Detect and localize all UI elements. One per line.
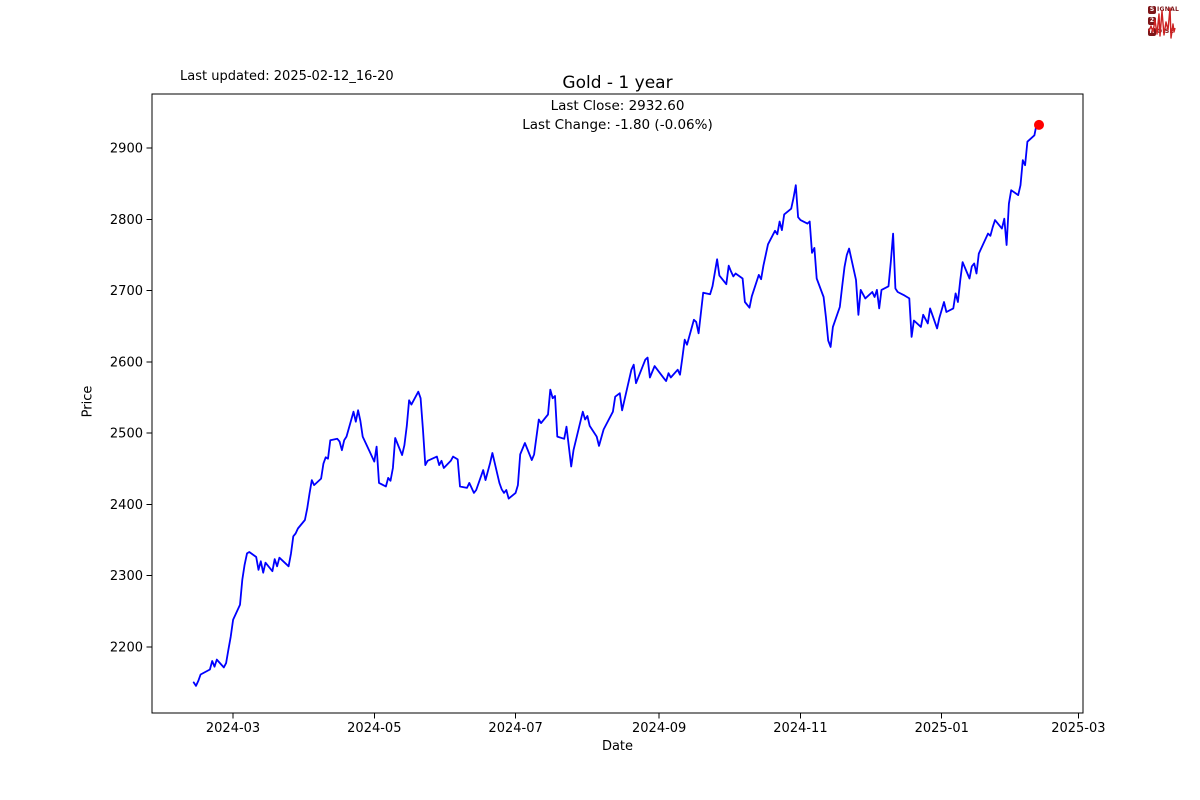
y-tick-label: 2500 <box>110 427 143 442</box>
y-tick-label: 2400 <box>110 498 143 513</box>
x-tick-label: 2024-09 <box>632 721 686 736</box>
x-ticks <box>232 713 1079 719</box>
x-tick-label: 2024-03 <box>206 721 260 736</box>
x-tick-label: 2025-03 <box>1051 721 1105 736</box>
y-tick-labels: 2200 2300 2400 2500 2600 2700 2800 2900 <box>110 142 143 656</box>
y-ticks <box>146 147 152 648</box>
last-updated-text: Last updated: 2025-02-12_16-20 <box>180 69 394 84</box>
y-tick-label: 2800 <box>110 213 143 228</box>
y-tick-label: 2900 <box>110 142 143 157</box>
logo-waveform-icon <box>1148 7 1176 39</box>
y-axis-label: Price <box>80 385 96 418</box>
subtitle-last-change: Last Change: -1.80 (-0.06%) <box>522 117 713 133</box>
logo-s-box: S <box>1148 5 1156 14</box>
price-line <box>192 122 1040 687</box>
x-tick-label: 2024-07 <box>488 721 542 736</box>
page-title: Gold - 1 year <box>562 73 673 93</box>
y-tick-label: 2300 <box>110 569 143 584</box>
y-tick-label: 2200 <box>110 640 143 655</box>
last-point-marker <box>1034 119 1044 130</box>
subtitle-last-close: Last Close: 2932.60 <box>550 98 685 114</box>
axis-box <box>151 93 1084 714</box>
logo-text-signal: S IGNAL <box>1148 5 1180 14</box>
logo-2-box: 2 <box>1148 16 1156 25</box>
x-tick-label: 2024-11 <box>773 721 827 736</box>
y-tick-label: 2600 <box>110 355 143 370</box>
y-tick-label: 2700 <box>110 284 143 299</box>
logo-n-box: N <box>1148 27 1156 36</box>
logo-text-2: 2 <box>1148 16 1179 25</box>
x-tick-label: 2024-05 <box>347 721 401 736</box>
logo: S IGNAL 2 N OISE <box>1148 5 1180 39</box>
logo-text-noise: N OISE <box>1148 27 1174 36</box>
x-tick-labels: 2024-03 2024-05 2024-07 2024-09 2024-11 2025-… <box>206 721 1106 736</box>
x-tick-label: 2025-01 <box>915 721 969 736</box>
x-axis-label: Date <box>601 739 634 754</box>
chart-subtitle: Last Close: 2932.60 Last Change: -1.80 (… <box>152 97 1083 135</box>
